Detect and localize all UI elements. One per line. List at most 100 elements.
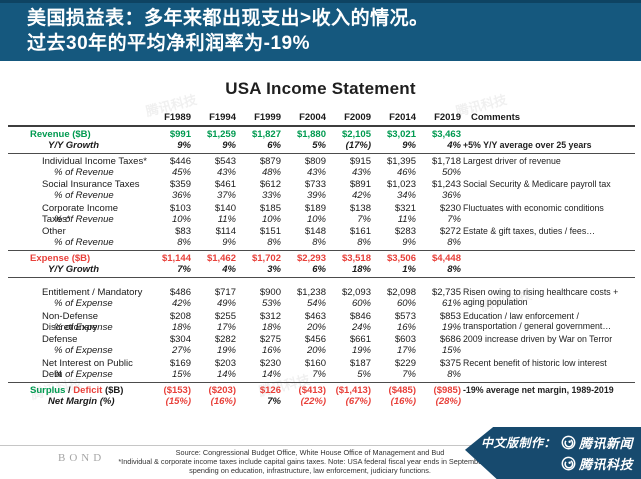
- source-line-1: Source: Congressional Budget Office, Whi…: [175, 448, 445, 457]
- subvalue-cell: 7%: [402, 368, 416, 380]
- value-cell: $2,735: [431, 287, 461, 298]
- subvalue-cell: 37%: [216, 190, 236, 201]
- value-cell: $3,463: [431, 128, 461, 140]
- income-statement-table: F1989 F1994 F1999 F2004 F2009 F2014 F2019 Comm…: [8, 109, 635, 408]
- subvalue-cell: (16%): [210, 395, 236, 407]
- row-sub-line: % of Revenue 10% 11% 10% 10% 7% 11% 7%: [8, 214, 635, 225]
- table-row-revenue: Revenue ($B) $991 $1,259 $1,827 $1,880 $2,105…: [8, 129, 635, 151]
- subvalue-cell: 50%: [441, 166, 461, 178]
- year-column-header: F2004: [299, 112, 326, 123]
- subvalue-cell: 9%: [402, 237, 416, 248]
- subvalue-cell: 6%: [267, 139, 281, 151]
- value-cell: $2,098: [386, 287, 416, 298]
- table-header-row: F1989 F1994 F1999 F2004 F2009 F2014 F2019 Comm…: [8, 109, 635, 123]
- subvalue-cell: 15%: [171, 368, 191, 380]
- tencent-news-logo-icon: [561, 435, 576, 450]
- value-cell: $603: [394, 334, 416, 345]
- subvalue-cell: 8%: [447, 237, 461, 248]
- value-cell: $230: [259, 357, 281, 369]
- value-cell: ($985): [433, 384, 461, 396]
- row-label: Entitlement / Mandatory: [42, 287, 143, 298]
- year-column-header: F2009: [344, 112, 371, 123]
- value-cell: ($485): [388, 384, 416, 396]
- subvalue-cell: 60%: [396, 298, 416, 309]
- row-main-line: Non-Defense Discretionary $208 $255 $312 $46…: [8, 310, 635, 333]
- row-sub-line: Y/Y Growth 9% 9% 6% 5% (17%) 9% 4%: [8, 140, 635, 151]
- value-cell: $283: [394, 226, 416, 237]
- row-main-line: Individual Income Taxes* $446 $543 $879 $809…: [8, 156, 635, 167]
- value-cell: ($203): [208, 384, 236, 396]
- value-cell: $1,827: [251, 128, 281, 140]
- value-cell: $321: [394, 202, 416, 214]
- subvalue-cell: (22%): [300, 395, 326, 407]
- value-cell: $3,021: [386, 128, 416, 140]
- subvalue-cell: 6%: [312, 264, 326, 275]
- value-cell: $446: [169, 155, 191, 167]
- subvalue-cell: 8%: [267, 237, 281, 248]
- row-sub-line: % of Revenue 36% 37% 33% 39% 42% 34% 36%: [8, 190, 635, 201]
- subvalue-cell: 7%: [177, 264, 191, 275]
- row-sublabel: % of Revenue: [54, 237, 114, 248]
- subvalue-cell: 14%: [216, 368, 236, 380]
- value-cell: $275: [259, 334, 281, 345]
- subvalue-cell: 36%: [441, 190, 461, 201]
- value-cell: $573: [394, 310, 416, 322]
- value-cell: $255: [214, 310, 236, 322]
- section-divider: [8, 381, 635, 383]
- row-sub-line: % of Revenue 45% 43% 48% 43% 43% 46% 50%: [8, 167, 635, 178]
- source-note: Source: Congressional Budget Office, Whi…: [70, 448, 550, 475]
- row-label: Individual Income Taxes*: [42, 155, 147, 167]
- row-sub-line: % of Expense 42% 49% 53% 54% 60% 60% 61%: [8, 298, 635, 309]
- value-cell: $229: [394, 357, 416, 369]
- subvalue-cell: (28%): [435, 395, 461, 407]
- row-label-part: ($B): [102, 384, 124, 396]
- value-cell: $1,259: [206, 128, 236, 140]
- subvalue-cell: 4%: [222, 264, 236, 275]
- value-cell: $463: [304, 310, 326, 322]
- row-label: Defense: [42, 334, 78, 345]
- badge-row-1: 中文版制作： 腾讯新闻: [465, 432, 633, 453]
- subvalue-cell: 3%: [267, 264, 281, 275]
- row-main-line: Surplus / Deficit ($B) ($153) ($203) $126 ($…: [8, 385, 635, 396]
- subvalue-cell: 61%: [441, 298, 461, 309]
- subvalue-cell: (16%): [390, 395, 416, 407]
- subvalue-cell: 17%: [396, 345, 416, 356]
- row-comment: Largest driver of revenue: [463, 155, 561, 166]
- year-column-header: F1989: [164, 112, 191, 123]
- row-sublabel: Y/Y Growth: [48, 139, 100, 151]
- value-cell: $853: [439, 310, 461, 322]
- value-cell: $879: [259, 155, 281, 167]
- value-cell: $375: [439, 357, 461, 369]
- source-line-3: spending on education, infrastructure, l…: [189, 466, 431, 475]
- value-cell: $304: [169, 334, 191, 345]
- row-comment: -19% average net margin, 1989-2019: [463, 384, 614, 395]
- row-label: Non-Defense Discretionary: [42, 310, 98, 333]
- value-cell: $686: [439, 334, 461, 345]
- value-cell: $161: [349, 226, 371, 237]
- subvalue-cell: (67%): [345, 395, 371, 407]
- row-label: Surplus / Deficit ($B): [8, 385, 148, 396]
- subvalue-cell: 5%: [312, 139, 326, 151]
- subvalue-cell: 18%: [261, 321, 281, 333]
- source-line-2: *Individual & corporate income taxes inc…: [118, 457, 502, 466]
- subvalue-cell: 24%: [351, 321, 371, 333]
- value-cell: $1,462: [206, 253, 236, 264]
- row-main-line: Net Interest on Public Debt $169 $203 $230 $…: [8, 357, 635, 380]
- banner-line-2: 过去30年的平均净利润率为-19%: [27, 33, 310, 54]
- section-divider: [8, 152, 635, 154]
- row-comment: Risen owing to rising healthcare costs +…: [463, 287, 619, 307]
- row-label: Other: [42, 226, 66, 237]
- subvalue-cell: 36%: [171, 190, 191, 201]
- row-sublabel: % of Expense: [54, 345, 113, 356]
- subvalue-cell: 8%: [357, 237, 371, 248]
- row-comment: Recent benefit of historic low interest: [463, 357, 607, 368]
- row-label: Revenue ($B): [30, 128, 91, 140]
- value-cell: $160: [304, 357, 326, 369]
- subvalue-cell: 39%: [306, 190, 326, 201]
- value-cell: $461: [214, 179, 236, 190]
- year-column-header: F1994: [209, 112, 236, 123]
- table-row-expense: Expense ($B) $1,144 $1,462 $1,702 $2,293 $3,5…: [8, 253, 635, 275]
- subvalue-cell: 27%: [171, 345, 191, 356]
- tencent-badge: 中文版制作： 腾讯新闻 腾讯科技: [465, 427, 641, 479]
- subvalue-cell: 8%: [177, 237, 191, 248]
